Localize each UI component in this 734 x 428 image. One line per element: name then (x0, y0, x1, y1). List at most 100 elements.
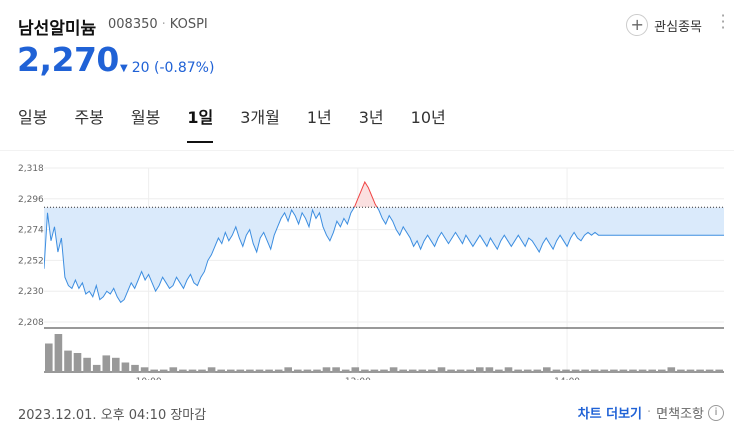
volume-bar (571, 369, 580, 372)
volume-bar (207, 367, 216, 373)
volume-bar (274, 369, 283, 372)
add-favorite-button[interactable]: + 관심종목 (626, 14, 702, 36)
volume-bar (638, 369, 647, 372)
volume-bar (313, 369, 321, 372)
volume-bar (92, 364, 101, 372)
chart-more-link[interactable]: 차트 더보기 (577, 407, 643, 422)
volume-bar (236, 369, 245, 372)
volume-bar (495, 369, 503, 372)
price-line-below (44, 207, 724, 304)
volume-bar (140, 367, 149, 373)
volume-bar (227, 369, 235, 372)
favorite-label: 관심종목 (654, 19, 702, 35)
volume-bar (112, 357, 120, 373)
tab-1[interactable]: 주봉 (74, 108, 104, 127)
volume-bar (619, 369, 628, 372)
volume-bar (332, 367, 340, 373)
volume-bar (610, 369, 618, 372)
volume-bar (590, 369, 599, 372)
x-tick-label: 12:00 (345, 377, 371, 380)
volume-bar (102, 355, 111, 372)
volume-bar (294, 369, 302, 372)
tab-6[interactable]: 3년 (358, 108, 384, 127)
change-amount: 20 (131, 60, 150, 76)
volume-bar (284, 367, 292, 373)
volume-bar (341, 369, 350, 372)
tab-0[interactable]: 일봉 (18, 108, 48, 127)
volume-bar (437, 367, 446, 373)
volume-bar (504, 367, 513, 373)
volume-bar (696, 369, 704, 372)
more-menu-icon[interactable]: · · · (720, 6, 726, 37)
tab-3[interactable]: 1일 (187, 104, 213, 143)
volume-bar (45, 343, 53, 372)
volume-bar (408, 369, 417, 372)
plus-icon: + (626, 14, 649, 36)
volume-bar (629, 369, 637, 372)
volume-bar (523, 369, 532, 372)
volume-bar (715, 369, 723, 372)
stock-code: 008350 (108, 17, 158, 32)
volume-bar (198, 369, 206, 372)
volume-bar (447, 369, 455, 372)
y-tick-label: 2,274 (18, 226, 44, 236)
y-tick-label: 2,296 (18, 195, 44, 205)
volume-bar (562, 369, 570, 372)
tab-2[interactable]: 월봉 (130, 108, 161, 127)
price-chart[interactable]: 2,318 2,296 2,274 2,252 2,230 2,208 10:00 12:00… (0, 150, 734, 380)
volume-bar (600, 369, 609, 372)
separator-dot: · (161, 17, 166, 32)
volume-bar (54, 334, 63, 372)
volume-bar (552, 369, 561, 372)
change-percent: (-0.87%) (153, 60, 215, 76)
volume-bar (399, 369, 407, 372)
volume-bar (188, 369, 197, 372)
volume-bar (179, 369, 187, 372)
volume-bar (361, 369, 369, 372)
volume-bar (159, 369, 168, 372)
price-change: ▼ 20 (-0.87%) (120, 60, 214, 76)
volume-bar (456, 369, 465, 372)
volume-bar (73, 353, 82, 372)
y-tick-label: 2,208 (18, 318, 44, 328)
volume-bar (246, 369, 254, 372)
volume-bar (121, 362, 130, 372)
volume-bar (380, 369, 388, 372)
disclaimer-link[interactable]: 면책조항 (656, 407, 704, 422)
tab-7[interactable]: 10년 (410, 108, 446, 127)
volume-bar (83, 357, 91, 373)
volume-bar (169, 367, 178, 373)
tab-5[interactable]: 1년 (306, 108, 332, 127)
volume-bar (705, 369, 714, 372)
volume-bar (667, 367, 676, 373)
volume-bar (581, 369, 589, 372)
stock-name: 남선알미늄 (18, 19, 97, 39)
footer-links: 차트 더보기 · 면책조항 i (578, 403, 724, 422)
volume-bar (303, 369, 312, 372)
volume-bar (543, 367, 551, 373)
y-tick-label: 2,252 (18, 256, 44, 266)
volume-bar (351, 367, 360, 373)
volume-bar (533, 369, 542, 372)
stock-market: KOSPI (169, 17, 208, 32)
volume-bar (677, 369, 685, 372)
area-below-prev-close (44, 207, 724, 303)
y-tick-label: 2,230 (18, 287, 44, 297)
period-tabs: 일봉 주봉 월봉 1일 3개월 1년 3년 10년 (18, 104, 473, 143)
market-timestamp: 2023.12.01. 오후 04:10 장마감 (18, 408, 207, 423)
volume-bar (389, 367, 398, 373)
volume-bar (150, 369, 158, 372)
volume-bar (322, 367, 331, 373)
down-arrow-icon: ▼ (120, 62, 128, 74)
volume-bar (370, 369, 379, 372)
volume-bar (428, 369, 436, 372)
volume-bar (476, 367, 484, 373)
separator-dot: · (647, 405, 652, 420)
volume-bar (418, 369, 427, 372)
x-tick-label: 10:00 (136, 377, 162, 380)
volume-bar (131, 364, 139, 372)
info-icon[interactable]: i (708, 404, 724, 421)
volume-bar (648, 369, 656, 372)
volume-bar (217, 369, 225, 372)
tab-4[interactable]: 3개월 (240, 108, 280, 127)
